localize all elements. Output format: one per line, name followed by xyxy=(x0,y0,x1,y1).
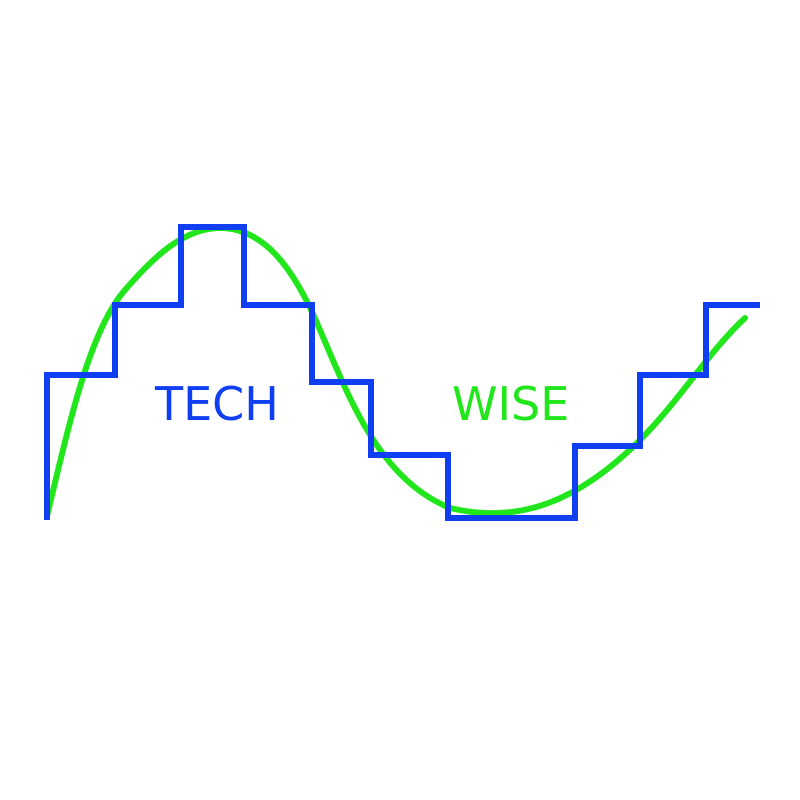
logo-word-wise: WISE xyxy=(452,377,569,431)
digital-step-wave xyxy=(44,224,760,521)
logo-word-tech: TECH xyxy=(154,377,279,431)
